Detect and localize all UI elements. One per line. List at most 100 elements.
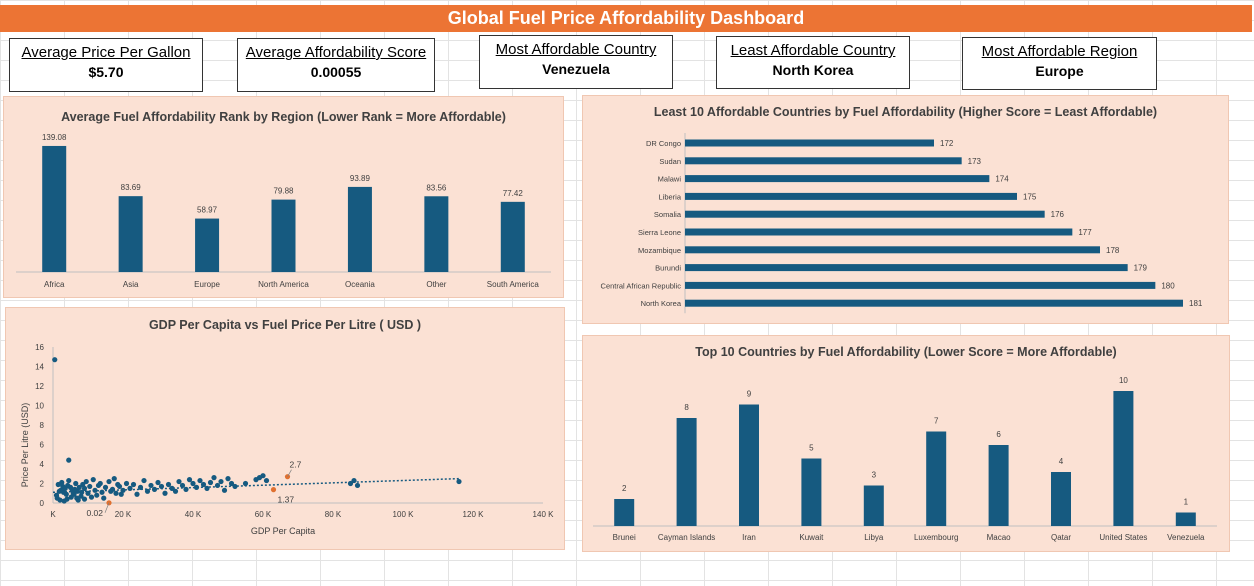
scatter-point xyxy=(162,490,168,496)
bar xyxy=(685,175,990,183)
y-axis-title: Price Per Litre (USD) xyxy=(20,403,30,488)
data-label: 77.42 xyxy=(503,189,524,198)
bar xyxy=(424,196,449,272)
scatter-point xyxy=(134,491,140,497)
scatter-point xyxy=(169,485,175,491)
chart-title: GDP Per Capita vs Fuel Price Per Litre (… xyxy=(148,318,422,332)
category-label: Kuwait xyxy=(799,533,824,542)
scatter-point xyxy=(56,488,62,494)
chart-title: Top 10 Countries by Fuel Affordability (… xyxy=(695,345,1117,359)
y-tick-label: 16 xyxy=(35,343,44,352)
scatter-point xyxy=(72,486,78,492)
x-tick-label: 80 K xyxy=(325,510,342,519)
scatter-point xyxy=(158,483,165,490)
category-label: Mozambique xyxy=(638,246,681,255)
gdp-price-scatter-chart: GDP Per Capita vs Fuel Price Per Litre (… xyxy=(5,307,565,550)
scatter-point xyxy=(214,482,221,489)
category-label: Oceania xyxy=(345,280,375,289)
scatter-point xyxy=(144,488,151,494)
data-label: 177 xyxy=(1078,228,1092,237)
kpi-label: Average Affordability Score xyxy=(245,44,427,61)
category-label: South America xyxy=(487,280,540,289)
scatter-point xyxy=(204,485,210,491)
category-label: Malawi xyxy=(658,175,682,184)
bar xyxy=(676,418,697,526)
scatter-point xyxy=(151,486,158,492)
bar xyxy=(988,445,1009,526)
x-tick-label: K xyxy=(50,510,56,519)
x-tick-label: 40 K xyxy=(185,510,202,519)
scatter-point xyxy=(193,484,200,490)
category-label: North Korea xyxy=(641,299,682,308)
kpi-value: Venezuela xyxy=(542,61,610,77)
scatter-point xyxy=(66,457,72,463)
data-label: 1 xyxy=(1184,498,1189,507)
data-label: 83.69 xyxy=(121,183,142,192)
scatter-point xyxy=(102,484,109,490)
annotation-label: 1.37 xyxy=(278,495,295,505)
scatter-point xyxy=(123,480,130,487)
scatter-point xyxy=(127,485,133,491)
scatter-point xyxy=(172,488,179,494)
bar xyxy=(685,192,1017,200)
scatter-point xyxy=(113,490,119,496)
highlight-point xyxy=(270,487,277,493)
scatter-point xyxy=(106,478,112,485)
bar xyxy=(614,499,635,526)
scatter-point xyxy=(108,488,114,494)
scatter-point xyxy=(80,481,86,488)
y-tick-label: 2 xyxy=(40,480,45,489)
y-tick-label: 8 xyxy=(40,421,45,430)
y-tick-label: 4 xyxy=(40,460,45,469)
x-tick-label: 20 K xyxy=(115,510,132,519)
bar xyxy=(1051,472,1071,526)
scatter-point xyxy=(97,480,103,487)
scatter-point xyxy=(60,483,66,490)
data-label: 173 xyxy=(968,157,982,166)
bar xyxy=(685,228,1073,236)
kpi-label: Most Affordable Region xyxy=(981,43,1138,60)
category-label: United States xyxy=(1099,533,1147,542)
data-label: 79.88 xyxy=(273,187,294,196)
category-label: Brunei xyxy=(613,533,636,542)
bar xyxy=(926,431,947,526)
scatter-point xyxy=(99,489,105,495)
data-label: 83.56 xyxy=(426,183,447,192)
least-affordable-plot: DR Congo 172 Sudan 173 Malawi 174 Liberia 175 So… xyxy=(601,133,1203,314)
kpi-label: Most Affordable Country xyxy=(495,41,657,58)
category-label: DR Congo xyxy=(646,139,681,148)
category-label: Europe xyxy=(194,280,220,289)
scatter-point xyxy=(200,481,207,488)
category-label: Macao xyxy=(987,533,1012,542)
bar xyxy=(1113,391,1134,526)
scatter-point xyxy=(76,484,82,490)
bar xyxy=(685,210,1045,218)
bar xyxy=(500,201,525,272)
scatter-point xyxy=(111,476,117,482)
scatter-point xyxy=(218,478,224,485)
kpi-label: Least Affordable Country xyxy=(730,42,896,59)
scatter-point xyxy=(165,481,172,488)
category-label: Venezuela xyxy=(1167,533,1205,542)
scatter-point xyxy=(155,479,161,486)
data-label: 7 xyxy=(934,417,939,426)
data-label: 93.89 xyxy=(350,174,371,183)
data-label: 180 xyxy=(1161,281,1175,290)
data-label: 175 xyxy=(1023,192,1037,201)
scatter-point xyxy=(260,473,266,479)
bar xyxy=(739,404,759,526)
scatter-point xyxy=(66,477,72,484)
kpi-value: North Korea xyxy=(772,62,854,78)
kpi-value: $5.70 xyxy=(88,64,124,80)
category-label: Qatar xyxy=(1051,533,1071,542)
kpi-value: Europe xyxy=(1035,63,1084,79)
category-label: Sierra Leone xyxy=(638,228,681,237)
scatter-point xyxy=(73,480,79,487)
scatter-point xyxy=(87,483,93,490)
scatter-point xyxy=(101,495,107,501)
scatter-point xyxy=(130,481,137,488)
scatter-point xyxy=(61,498,67,504)
scatter-point xyxy=(59,479,65,486)
scatter-point xyxy=(207,479,214,486)
scatter-point xyxy=(211,475,217,481)
